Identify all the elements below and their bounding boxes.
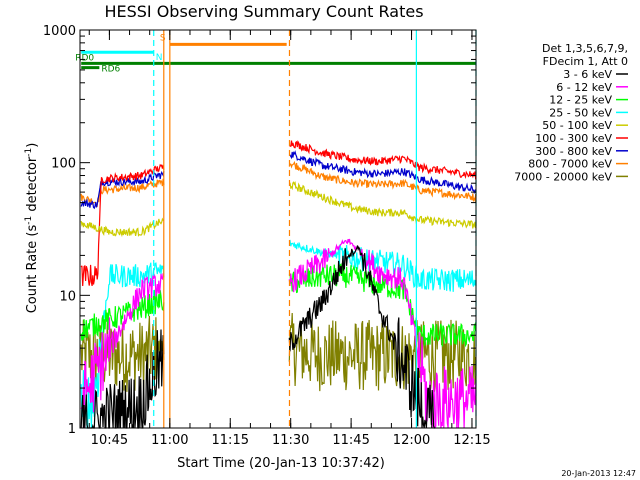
plot-area: RD0 RD6 SN [75, 30, 477, 429]
series-line-3-0 [80, 262, 165, 429]
legend-label-3: 25 - 50 keV [549, 106, 612, 119]
status-label-rd6: RD6 [101, 65, 120, 75]
chart-title: HESSI Observing Summary Count Rates [104, 2, 423, 21]
legend-label-7: 800 - 7000 keV [528, 158, 612, 171]
series-line-4-1 [289, 181, 477, 229]
series-line-2-1 [288, 263, 477, 348]
legend-label-1: 6 - 12 keV [556, 81, 612, 94]
series-line-6-0 [80, 170, 165, 210]
datestamp: 20-Jan-2013 12:47 [561, 469, 636, 478]
series-line-5-1 [289, 139, 477, 180]
x-tick-label-5: 12:00 [393, 433, 430, 448]
legend-label-8: 7000 - 20000 keV [514, 170, 612, 183]
legend-header-1: FDecim 1, Att 0 [543, 55, 628, 68]
status-label-rd0: RD0 [75, 53, 94, 63]
axes: 1 10 100 1000 10:45 11:00 11:15 11:30 11:45 12:00… [43, 24, 491, 448]
series-line-0-0 [80, 329, 165, 429]
series-line-6-1 [289, 150, 477, 195]
series-line-7-1 [288, 160, 477, 203]
legend: Det 1,3,5,6,7,9,FDecim 1, Att 03 - 6 keV… [514, 42, 628, 183]
series-line-4-0 [80, 217, 164, 238]
series-line-0-1 [288, 245, 436, 429]
x-tick-label-3: 11:30 [272, 433, 309, 448]
series-line-1-0 [80, 272, 165, 429]
x-tick-label-6: 12:15 [453, 433, 490, 448]
series-line-3-1 [289, 239, 477, 292]
legend-label-2: 12 - 25 keV [549, 94, 612, 107]
x-tick-label-4: 11:45 [332, 433, 369, 448]
series-line-5-0 [80, 163, 165, 287]
x-tick-label-2: 11:15 [212, 433, 249, 448]
legend-label-0: 3 - 6 keV [563, 68, 612, 81]
legend-label-5: 100 - 300 keV [535, 132, 612, 145]
series-line-8-1 [288, 312, 477, 393]
series-line-1-1 [288, 238, 477, 429]
y-tick-label-3: 1000 [43, 24, 76, 39]
legend-label-6: 300 - 800 keV [535, 145, 612, 158]
status-label-n: N [156, 53, 163, 63]
x-axis-label: Start Time (20-Jan-13 10:37:42) [177, 456, 385, 471]
legend-label-4: 50 - 100 keV [542, 119, 612, 132]
legend-header-0: Det 1,3,5,6,7,9, [542, 42, 628, 55]
y-tick-label-1: 10 [59, 289, 76, 304]
status-label-s: S [160, 33, 166, 43]
series-line-2-0 [80, 289, 165, 341]
y-tick-label-2: 100 [51, 157, 76, 172]
plot-frame [79, 29, 477, 429]
y-tick-label-0: 1 [68, 422, 76, 437]
series-line-7-0 [80, 178, 165, 208]
y-axis-label: Count Rate (s-1 detector-1) [24, 143, 40, 314]
x-tick-label-1: 11:00 [151, 433, 188, 448]
x-tick-label-0: 10:45 [91, 433, 128, 448]
